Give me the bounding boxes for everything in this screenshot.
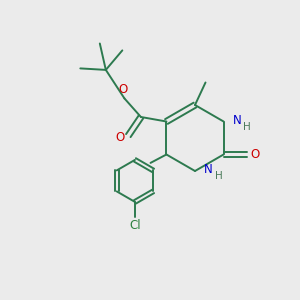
Text: N: N xyxy=(204,163,213,176)
Text: O: O xyxy=(250,148,260,161)
Text: O: O xyxy=(115,130,124,144)
Text: N: N xyxy=(232,114,241,127)
Text: H: H xyxy=(215,171,223,182)
Text: O: O xyxy=(118,83,128,96)
Text: H: H xyxy=(243,122,251,132)
Text: Cl: Cl xyxy=(130,219,141,232)
